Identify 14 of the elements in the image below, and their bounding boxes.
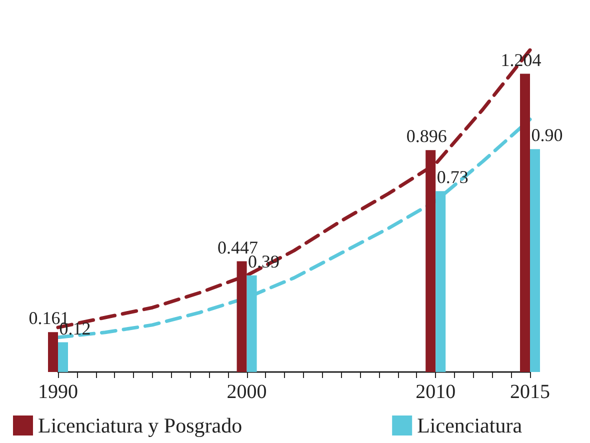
x-tick-label: 2015 xyxy=(510,381,550,403)
x-tick-label: 2000 xyxy=(226,381,267,403)
bar xyxy=(520,74,530,372)
legend-label: Licenciatura y Posgrado xyxy=(38,414,242,438)
x-tick-label: 1990 xyxy=(38,381,78,403)
bar xyxy=(530,149,540,372)
bar xyxy=(58,342,68,372)
data-label: 1.204 xyxy=(500,50,542,70)
data-label: 0.73 xyxy=(436,167,468,188)
legend-label: Licenciatura xyxy=(417,414,523,438)
x-tick-label: 2010 xyxy=(416,381,456,403)
data-label: 0.90 xyxy=(531,125,563,146)
bar xyxy=(48,332,58,372)
data-label: 0.896 xyxy=(406,126,447,146)
